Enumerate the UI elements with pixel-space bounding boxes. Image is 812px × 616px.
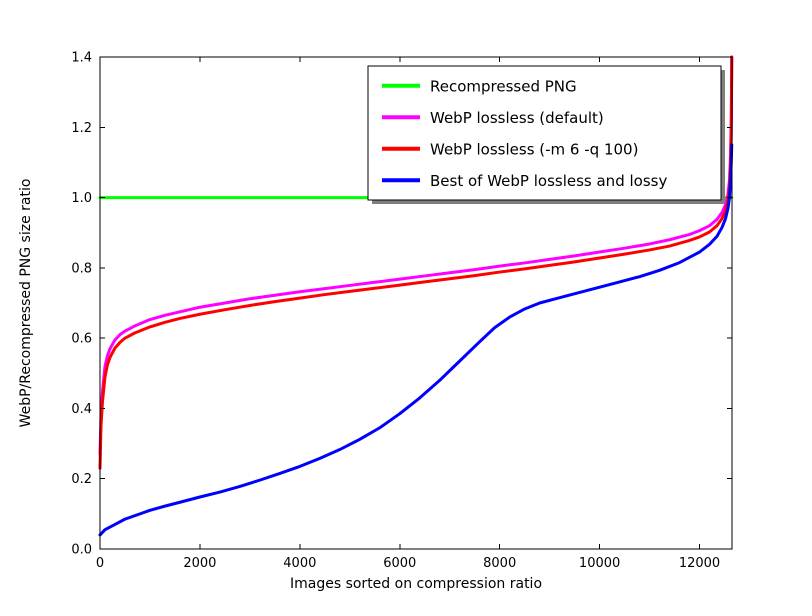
y-tick-label: 0.6: [71, 332, 92, 347]
x-tick-label: 2000: [183, 556, 216, 571]
series-line-webp-lossless-default: [98, 55, 734, 456]
x-tick-label: 8000: [483, 556, 516, 571]
x-axis-label: Images sorted on compression ratio: [290, 576, 542, 592]
legend-entry-webp-lossless-default: WebP lossless (default): [382, 109, 604, 127]
x-tick-label: 4000: [283, 556, 316, 571]
chart-generated-content: 0 2000 4000 6000 8000 10000 12000 0.0 0.2 0.4 0.6 0…: [71, 51, 734, 571]
legend-box: [367, 65, 722, 201]
y-tick-label: 1.0: [71, 191, 92, 206]
y-tick-label: 0.0: [71, 543, 92, 558]
x-tick-label: 6000: [383, 556, 416, 571]
x-tick-label: 0: [96, 556, 104, 571]
legend-label: WebP lossless (-m 6 -q 100): [430, 140, 638, 158]
legend: Recompressed PNG WebP lossless (default) W…: [367, 65, 725, 204]
legend-label: Recompressed PNG: [430, 77, 577, 95]
legend-entry-webp-lossless-m-6-q-100: WebP lossless (-m 6 -q 100): [382, 140, 638, 158]
legend-label: Best of WebP lossless and lossy: [430, 172, 667, 190]
y-tick-label: 1.4: [71, 51, 92, 66]
series-line-webp-lossless-m-6-q-100: [98, 55, 734, 470]
plot-border: [99, 56, 733, 550]
y-axis-label: WebP/Recompressed PNG size ratio: [18, 179, 34, 428]
y-tick-label: 0.2: [71, 472, 92, 487]
legend-entry-best-of-webp-lossless-and-lossy: Best of WebP lossless and lossy: [382, 172, 667, 190]
legend-entry-recompressed-png: Recompressed PNG: [382, 77, 577, 95]
x-tick-label: 10000: [579, 556, 620, 571]
y-tick-label: 1.2: [71, 121, 92, 136]
legend-label: WebP lossless (default): [430, 109, 604, 127]
y-tick-label: 0.4: [71, 402, 92, 417]
x-tick-label: 12000: [679, 556, 720, 571]
y-tick-label: 0.8: [71, 261, 92, 276]
series-line-best-of-webp-lossless-and-lossy: [98, 143, 734, 537]
